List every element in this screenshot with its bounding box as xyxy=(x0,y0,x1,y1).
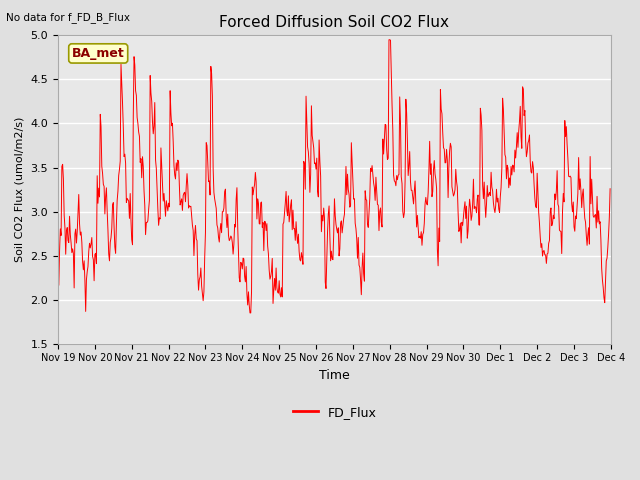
Text: No data for f_FD_B_Flux: No data for f_FD_B_Flux xyxy=(6,12,131,23)
Title: Forced Diffusion Soil CO2 Flux: Forced Diffusion Soil CO2 Flux xyxy=(220,15,449,30)
Legend: FD_Flux: FD_Flux xyxy=(287,401,381,424)
X-axis label: Time: Time xyxy=(319,369,350,382)
Text: BA_met: BA_met xyxy=(72,47,125,60)
Y-axis label: Soil CO2 Flux (umol/m2/s): Soil CO2 Flux (umol/m2/s) xyxy=(15,117,25,262)
